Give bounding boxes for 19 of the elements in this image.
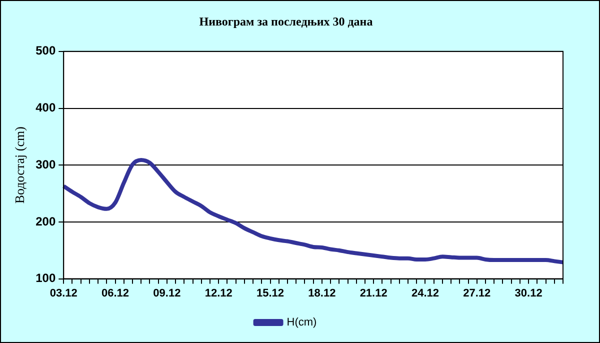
x-tick-label: 21.12 (360, 287, 388, 300)
x-tick-label: 06.12 (102, 287, 130, 300)
y-tick-label: 200 (36, 214, 56, 228)
chart-title: Нивограм за последњих 30 дана (199, 14, 373, 28)
x-tick-label: 18.12 (308, 287, 336, 300)
x-tick-label: 30.12 (514, 287, 542, 300)
x-tick-label: 15.12 (256, 287, 284, 300)
x-tick-label: 03.12 (50, 287, 78, 300)
y-tick-label: 400 (36, 100, 56, 115)
y-tick-label: 300 (36, 157, 56, 172)
x-tick-label: 12.12 (204, 287, 232, 300)
y-tick-label: 500 (36, 44, 56, 58)
legend-label: H(cm) (286, 316, 317, 329)
x-tick-label: 27.12 (463, 287, 491, 300)
x-tick-label: 09.12 (153, 287, 181, 300)
line-series (62, 158, 565, 264)
x-tick-label: 24.12 (411, 287, 440, 300)
y-tick-label: 100 (36, 271, 56, 286)
y-axis-title: Водостај (cm) (12, 126, 28, 204)
